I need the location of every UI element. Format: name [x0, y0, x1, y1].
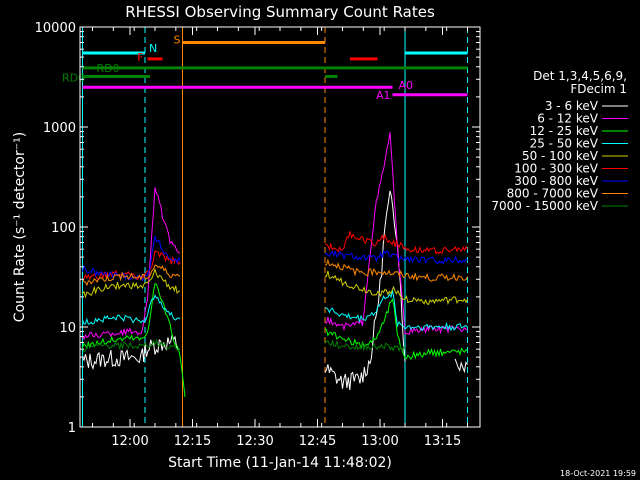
series-line	[324, 190, 406, 390]
series-line	[82, 282, 186, 397]
x-tick-label: 13:15	[424, 434, 461, 449]
series-line	[454, 358, 468, 374]
state-bar-label: F	[137, 51, 143, 64]
series-line	[82, 267, 181, 299]
series-line	[324, 298, 468, 361]
state-bar-label: N	[149, 42, 157, 55]
series-line	[324, 339, 406, 353]
legend-entry-label: 12 - 25 keV	[530, 124, 599, 138]
series-line	[324, 290, 468, 332]
legend-entry-label: 300 - 800 keV	[514, 174, 598, 188]
x-tick-label: 12:15	[174, 434, 211, 449]
x-axis: 12:00 12:15 12:30 12:45 13:00 13:15	[92, 27, 468, 449]
series-line	[82, 338, 181, 353]
series-line	[82, 333, 181, 370]
state-bar-label: A0	[399, 79, 414, 92]
series-line	[324, 249, 468, 265]
legend-entry-label: 100 - 300 keV	[514, 162, 598, 176]
series-lines	[82, 132, 468, 397]
series-line	[82, 264, 181, 287]
x-tick-label: 12:30	[236, 434, 273, 449]
series-line	[82, 235, 181, 282]
legend-entry-label: 25 - 50 keV	[530, 137, 599, 151]
state-bar-label: S	[174, 33, 181, 46]
legend-entry-label: 50 - 100 keV	[522, 149, 599, 163]
state-bar-label: A1	[376, 89, 391, 102]
series-line	[82, 294, 181, 325]
legend-entry-label: 6 - 12 keV	[537, 112, 599, 126]
legend-entry-label: 7000 - 15000 keV	[491, 199, 598, 213]
series-line	[325, 231, 468, 255]
x-tick-label: 12:00	[111, 434, 148, 449]
state-bars: N S F RD0 RD6 A1 A0	[62, 33, 468, 102]
state-bar-label: RD0	[97, 62, 120, 75]
series-line	[324, 258, 468, 282]
x-axis-label: Start Time (11-Jan-14 11:48:02)	[168, 455, 392, 471]
legend-entry-label: 800 - 7000 keV	[507, 187, 599, 201]
legend-entry-label: 3 - 6 keV	[545, 99, 599, 113]
y-tick-label: 10	[59, 321, 76, 336]
x-tick-label: 13:00	[361, 434, 398, 449]
footer-timestamp: 18-Oct-2021 19:59	[560, 469, 636, 478]
series-line	[324, 132, 468, 336]
series-line	[82, 187, 181, 341]
y-tick-label: 10000	[35, 21, 76, 36]
legend-header-line-2: FDecim 1	[570, 82, 627, 96]
chart-title: RHESSI Observing Summary Count Rates	[125, 3, 435, 21]
y-axis-label: Count Rate (s⁻¹ detector⁻¹)	[12, 132, 28, 322]
state-bar-label: RD6	[62, 71, 85, 84]
y-tick-label: 1	[68, 421, 76, 436]
y-axis: 1 10 100 1000 10000	[35, 21, 480, 436]
x-tick-label: 12:45	[299, 434, 336, 449]
series-line	[324, 270, 468, 306]
y-tick-label: 100	[51, 221, 76, 236]
y-tick-label: 1000	[43, 121, 76, 136]
legend-header-line-1: Det 1,3,4,5,6,9,	[533, 69, 627, 83]
